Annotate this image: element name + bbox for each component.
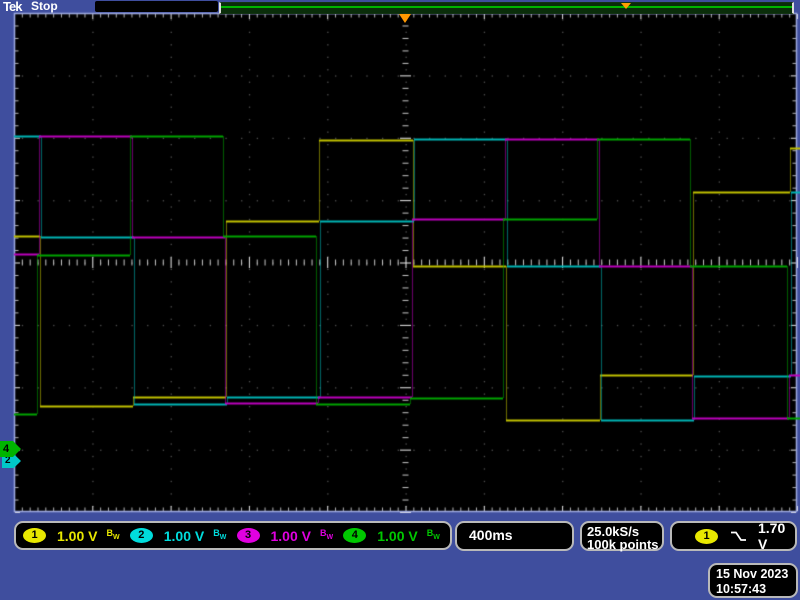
acquisition-window-line bbox=[221, 6, 792, 8]
datetime-box: 15 Nov 2023 10:57:43 bbox=[708, 563, 798, 598]
top-bar: Tek Stop bbox=[0, 0, 800, 14]
record-length: 100k points bbox=[587, 537, 659, 552]
channel1-readout[interactable]: 1 1.00 V BW bbox=[23, 528, 130, 544]
acquisition-info-box bbox=[95, 1, 218, 12]
trigger-source-badge: 1 bbox=[695, 528, 718, 544]
ch1-scale-value: 1.00 V bbox=[57, 527, 98, 544]
ch2-ground-marker[interactable]: 2 bbox=[2, 454, 21, 468]
sample-rate: 25.0kS/s bbox=[587, 524, 640, 539]
acquisition-readout[interactable]: 25.0kS/s 100k points bbox=[580, 521, 664, 551]
ch2-badge[interactable]: 2 bbox=[129, 528, 153, 543]
ch1-bandwidth-icon: BW bbox=[106, 528, 120, 541]
ch1-badge[interactable]: 1 bbox=[23, 528, 46, 543]
ch3-badge[interactable]: 3 bbox=[236, 528, 260, 543]
ch3-bandwidth-icon: BW bbox=[319, 528, 334, 541]
ch4-scale-value: 1.00 V bbox=[377, 527, 418, 544]
ch2-scale-value: 1.00 V bbox=[163, 527, 205, 544]
channel3-readout[interactable]: 3 1.00 V BW bbox=[236, 527, 344, 544]
trigger-position-marker[interactable] bbox=[399, 14, 411, 23]
channel4-readout[interactable]: 4 1.00 V BW bbox=[343, 528, 450, 544]
tek-logo: Tek bbox=[3, 0, 22, 14]
acquisition-status: Stop bbox=[31, 0, 58, 13]
ch3-scale-value: 1.00 V bbox=[270, 527, 311, 544]
date-value: 15 Nov 2023 bbox=[716, 567, 789, 581]
channel2-readout[interactable]: 2 1.00 V BW bbox=[129, 527, 237, 544]
ch4-ground-marker[interactable]: 4 bbox=[0, 441, 21, 457]
ch2-bandwidth-icon: BW bbox=[213, 528, 227, 541]
trigger-position-mini-icon bbox=[621, 3, 631, 9]
ch4-bandwidth-icon: BW bbox=[426, 528, 440, 541]
time-value: 10:57:43 bbox=[716, 582, 767, 596]
falling-edge-icon bbox=[731, 531, 746, 541]
trigger-readout[interactable]: 1 1.70 V bbox=[670, 520, 797, 552]
channel-readouts-box: 1 1.00 V BW 2 1.00 V BW 3 1.00 V BW 4 1.… bbox=[14, 521, 452, 550]
acquisition-progress-bar bbox=[219, 2, 794, 14]
timebase-readout[interactable]: 400ms bbox=[455, 521, 574, 551]
ch4-badge[interactable]: 4 bbox=[343, 528, 367, 543]
trigger-level-value: 1.70 V bbox=[758, 520, 786, 552]
